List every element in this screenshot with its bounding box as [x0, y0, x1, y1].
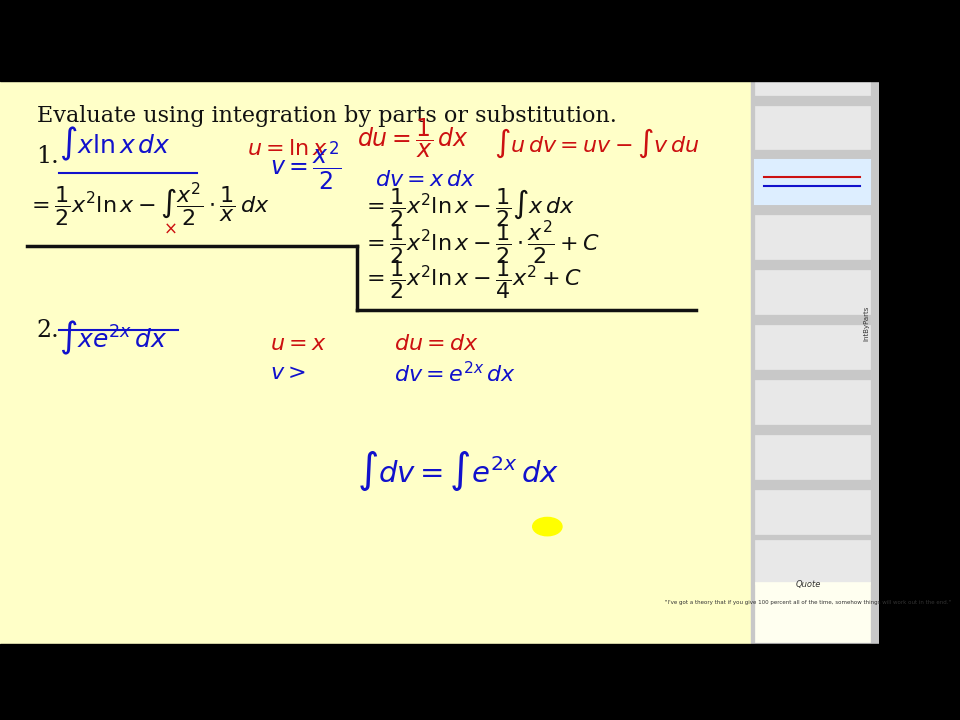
Text: $u = x$: $u = x$ — [270, 333, 326, 354]
Text: $= \dfrac{1}{2}x^2\ln x - \dfrac{1}{2} \cdot \dfrac{x^2}{2} + C$: $= \dfrac{1}{2}x^2\ln x - \dfrac{1}{2} \… — [362, 218, 600, 266]
Bar — [756, 540, 870, 584]
Text: $dv = e^{2x}\,dx$: $dv = e^{2x}\,dx$ — [394, 362, 516, 387]
Text: $\int dv = \int e^{2x}\,dx$: $\int dv = \int e^{2x}\,dx$ — [357, 448, 559, 492]
Text: $= \dfrac{1}{2}x^2\ln x - \int \dfrac{x^2}{2} \cdot \dfrac{1}{x}\,dx$: $= \dfrac{1}{2}x^2\ln x - \int \dfrac{x^… — [28, 181, 271, 229]
Bar — [756, 435, 870, 479]
Text: $\int x e^{2x}\,dx$: $\int x e^{2x}\,dx$ — [60, 319, 168, 357]
Bar — [0, 644, 878, 690]
Text: Quote: Quote — [796, 580, 821, 589]
Text: IntByParts: IntByParts — [864, 306, 870, 341]
Bar — [0, 81, 751, 644]
Bar — [0, 30, 878, 81]
Bar — [756, 582, 870, 642]
Text: $\int u\,dv = uv - \int v\,du$: $\int u\,dv = uv - \int v\,du$ — [494, 127, 700, 161]
Text: $v >$: $v >$ — [270, 362, 306, 384]
Text: 2.: 2. — [36, 319, 60, 342]
Text: $u = \ln x$: $u = \ln x$ — [247, 138, 327, 161]
Bar — [756, 106, 870, 150]
Text: $= \dfrac{1}{2}x^2\ln x - \dfrac{1}{4}x^2 + C$: $= \dfrac{1}{2}x^2\ln x - \dfrac{1}{4}x^… — [362, 258, 581, 300]
Bar — [751, 81, 878, 644]
Text: $du = \dfrac{1}{x}\,dx$: $du = \dfrac{1}{x}\,dx$ — [357, 117, 468, 161]
Bar — [756, 380, 870, 424]
Text: "I've got a theory that if you give 100 percent all of the time, somehow things : "I've got a theory that if you give 100 … — [665, 600, 951, 605]
Bar — [756, 270, 870, 314]
Ellipse shape — [533, 518, 562, 536]
Bar — [756, 161, 870, 204]
Text: $= \dfrac{1}{2}x^2\ln x - \dfrac{1}{2}\int x\,dx$: $= \dfrac{1}{2}x^2\ln x - \dfrac{1}{2}\i… — [362, 186, 574, 229]
Bar — [756, 215, 870, 259]
Text: $\int x \ln x\, dx$: $\int x \ln x\, dx$ — [60, 125, 171, 163]
Text: $dv = x\,dx$: $dv = x\,dx$ — [375, 168, 476, 191]
Text: Evaluate using integration by parts or substitution.: Evaluate using integration by parts or s… — [36, 104, 616, 127]
Text: 1.: 1. — [36, 145, 60, 168]
Text: $v = \dfrac{x^2}{2}$: $v = \dfrac{x^2}{2}$ — [270, 140, 342, 192]
Text: $du = dx$: $du = dx$ — [394, 333, 479, 354]
Text: $\times$: $\times$ — [163, 220, 177, 238]
Bar — [756, 490, 870, 534]
Bar — [756, 325, 870, 369]
Bar — [756, 50, 870, 94]
